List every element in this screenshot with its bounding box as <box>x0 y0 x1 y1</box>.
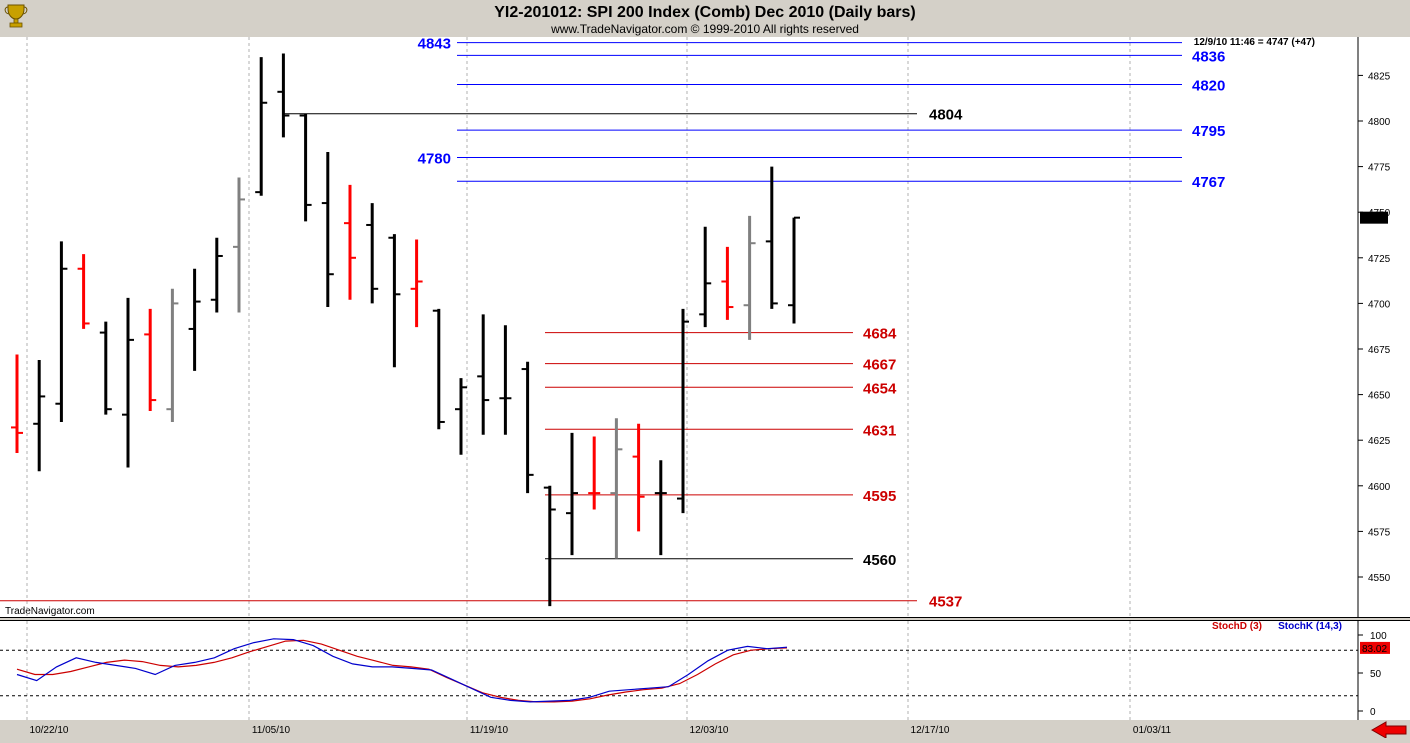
watermark-text: TradeNavigator.com <box>5 606 95 617</box>
ohlc-bar <box>55 241 68 422</box>
ohlc-bar <box>432 308 445 430</box>
price-tick-label: 4550 <box>1368 573 1391 584</box>
ohlc-bar <box>455 378 467 455</box>
price-tick-label: 4775 <box>1368 163 1391 174</box>
level-label-4804: 4804 <box>929 107 963 124</box>
date-tick-label: 10/22/10 <box>30 725 69 736</box>
ohlc-bar <box>344 184 356 300</box>
stoch-tick-label: 0 <box>1370 707 1376 718</box>
level-label-4820: 4820 <box>1192 78 1225 95</box>
legend-stoch-k: StochK (14,3) <box>1278 621 1342 632</box>
date-tick-label: 12/03/10 <box>690 725 729 736</box>
stochastic-axis-panel <box>1358 620 1410 720</box>
level-label-4537: 4537 <box>929 594 962 611</box>
ohlc-bar <box>77 254 90 329</box>
level-label-4595: 4595 <box>863 488 896 505</box>
ohlc-bar <box>566 432 578 556</box>
last-price-label: 4747 <box>1362 214 1385 225</box>
ohlc-bar <box>699 226 712 328</box>
ohlc-bar <box>321 152 334 308</box>
grid-lines <box>26 37 1131 720</box>
ohlc-bar <box>610 418 623 559</box>
stoch-tick-label: 50 <box>1370 669 1382 680</box>
quote-readout: 12/9/10 11:46 = 4747 (+47) <box>1194 37 1315 48</box>
level-label-4560: 4560 <box>863 552 896 569</box>
ohlc-bar <box>366 203 379 304</box>
level-label-4684: 4684 <box>863 326 897 343</box>
ohlc-bar <box>788 216 800 324</box>
price-axis-panel <box>1358 37 1410 617</box>
price-tick-label: 4600 <box>1368 482 1391 493</box>
ohlc-bar <box>255 57 268 196</box>
level-label-4780: 4780 <box>418 150 451 167</box>
ohlc-bar <box>233 177 245 313</box>
ohlc-bar <box>210 237 223 313</box>
price-axis: 4550457546004625465046754700472547504775… <box>1358 71 1391 584</box>
ohlc-bar <box>410 239 423 328</box>
price-tick-label: 4650 <box>1368 391 1391 402</box>
stoch-last-label: 83.02 <box>1362 644 1387 655</box>
stoch-last-marker <box>1360 641 1390 654</box>
level-label-4843: 4843 <box>418 36 451 53</box>
price-tick-label: 4725 <box>1368 254 1391 265</box>
price-tick-label: 4825 <box>1368 71 1391 82</box>
ohlc-bar <box>277 53 290 138</box>
copyright-text: www.TradeNavigator.com © 1999-2010 All r… <box>550 22 859 36</box>
price-levels: 4843 4836 4820 4804 4795 4780 4767 4684 4667 4654… <box>0 36 1225 611</box>
ohlc-bar <box>144 308 157 412</box>
date-tick-label: 11/19/10 <box>470 725 509 736</box>
ohlc-bar <box>122 297 134 468</box>
date-tick-label: 01/03/11 <box>1133 725 1172 736</box>
level-label-4631: 4631 <box>863 422 896 439</box>
stoch-series-line <box>16 639 788 703</box>
level-label-4667: 4667 <box>863 357 896 374</box>
price-tick-label: 4700 <box>1368 299 1391 310</box>
ohlc-bar <box>743 215 756 340</box>
stoch-series-line <box>16 638 788 703</box>
price-tick-label: 4625 <box>1368 436 1391 447</box>
date-tick-label: 11/05/10 <box>252 725 291 736</box>
ohlc-bar <box>166 288 179 422</box>
ohlc-bar <box>654 460 667 556</box>
price-tick-label: 4575 <box>1368 527 1391 538</box>
level-label-4654: 4654 <box>863 380 897 397</box>
stochastic-lines <box>0 638 1358 703</box>
ohlc-bar <box>677 308 689 514</box>
price-tick-label: 4800 <box>1368 117 1391 128</box>
ohlc-bar <box>11 354 23 453</box>
stochastic-panel <box>0 620 1358 720</box>
ohlc-bar <box>588 436 601 510</box>
stochastic-axis: 0 50 100 83.02 <box>1358 631 1390 718</box>
last-price-marker <box>1360 211 1388 224</box>
ohlc-bar <box>543 485 556 607</box>
trophy-icon <box>4 4 28 28</box>
ohlc-bar <box>521 361 534 494</box>
price-tick-label: 4675 <box>1368 345 1391 356</box>
stoch-tick-label: 100 <box>1370 631 1387 642</box>
ohlc-bar <box>99 321 112 415</box>
red-arrow-left-icon[interactable] <box>1370 721 1407 739</box>
ohlc-bar <box>188 268 201 371</box>
level-label-4836: 4836 <box>1192 48 1225 65</box>
ohlc-bar <box>33 359 46 472</box>
level-label-4795: 4795 <box>1192 123 1225 140</box>
ohlc-bar <box>721 246 734 320</box>
ohlc-bar <box>632 423 645 532</box>
ohlc-bar <box>499 325 512 435</box>
ohlc-bars <box>11 53 800 607</box>
legend-stoch-d: StochD (3) <box>1212 621 1262 632</box>
level-label-4767: 4767 <box>1192 174 1225 191</box>
date-tick-label: 12/17/10 <box>911 725 950 736</box>
ohlc-bar <box>388 234 401 368</box>
chart-title: YI2-201012: SPI 200 Index (Comb) Dec 201… <box>494 4 916 21</box>
price-panel <box>0 37 1358 617</box>
ohlc-bar <box>299 113 312 222</box>
ohlc-bar <box>765 166 778 309</box>
ohlc-bar <box>477 314 490 435</box>
date-axis: 10/22/10 11/05/10 11/19/10 12/03/10 12/17/10… <box>30 725 1172 736</box>
